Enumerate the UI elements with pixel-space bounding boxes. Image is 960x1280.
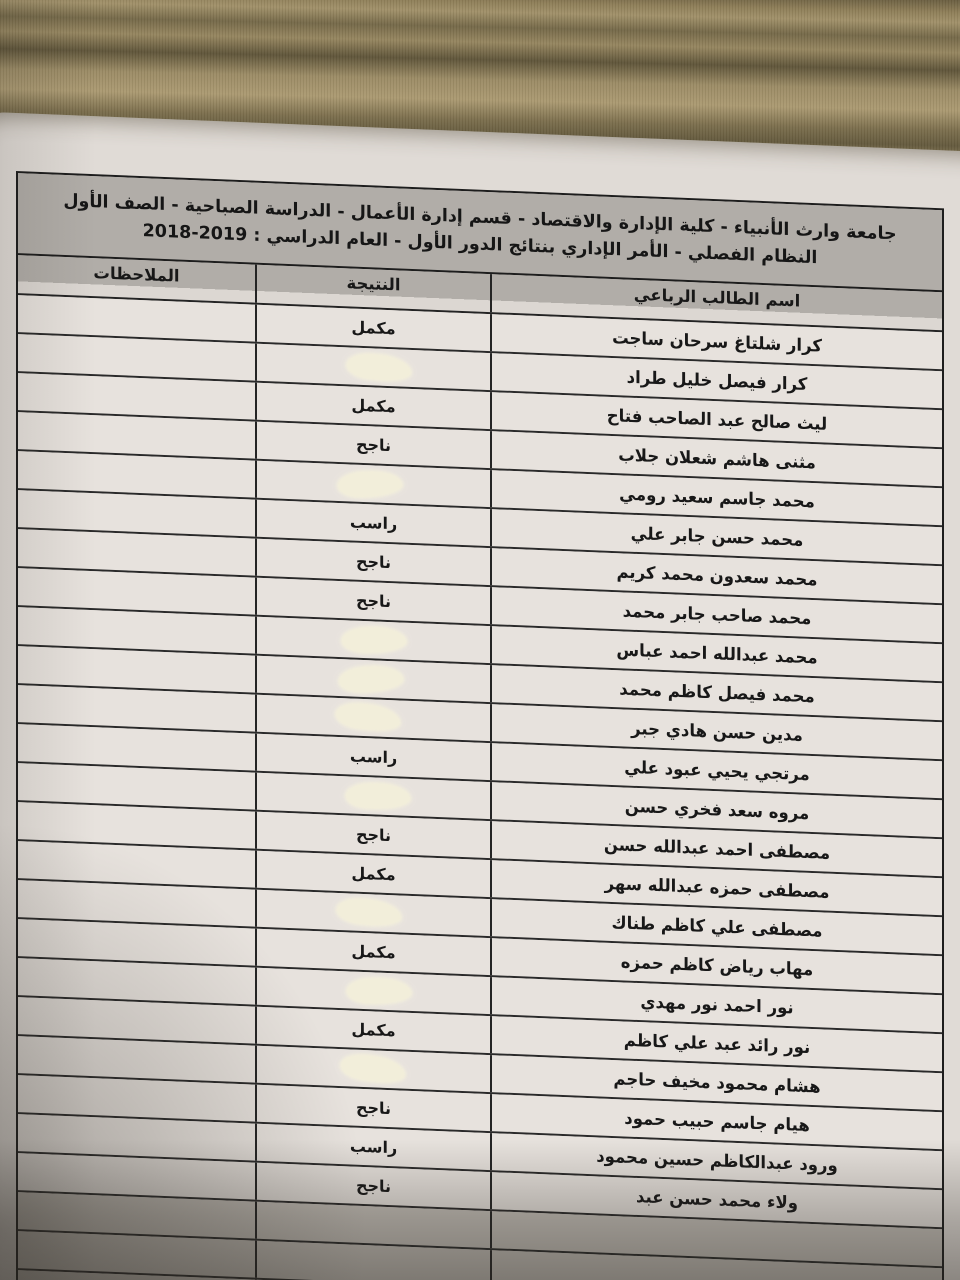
student-name: ولاء محمد حسن عبد (636, 1186, 798, 1213)
paper-sheet: جامعة وارث الأنبياء - كلية الإدارة والاق… (0, 112, 960, 1280)
student-name: ليث صالح عبد الصاحب فتاح (606, 405, 828, 435)
result-text: مكمل (351, 941, 396, 963)
table-body: مكمل كرار شلتاغ سرحان ساجت كرار فيصل خلي… (18, 295, 942, 1280)
student-name: مثنى هاشم شعلان جلاب (618, 444, 816, 473)
student-name: نور احمد نور مهدي (640, 991, 794, 1018)
student-name: محمد صاحب جابر محمد (622, 601, 812, 629)
student-name: محمد فيصل كاظم محمد (619, 678, 815, 707)
student-name: مدين حسن هادي جبر (631, 718, 803, 746)
student-name: مروه سعد فخري حسن (624, 796, 810, 824)
whiteout-mark (344, 781, 411, 811)
student-name: مصطفى احمد عبدالله حسن (603, 834, 831, 864)
student-name: محمد عبدالله احمد عباس (616, 639, 818, 668)
result-text: مكمل (351, 317, 396, 339)
student-name: كرار فيصل خليل طراد (626, 367, 808, 395)
result-text: مكمل (351, 1019, 396, 1041)
student-name: محمد حسن جابر علي (630, 523, 804, 551)
whiteout-mark (338, 1050, 407, 1087)
result-text: راسب (349, 512, 398, 534)
student-name: محمد سعدون محمد كريم (616, 561, 818, 590)
result-text: راسب (349, 1136, 398, 1158)
whiteout-mark (335, 469, 404, 500)
column-header-notes: الملاحظات (93, 262, 180, 286)
whiteout-mark (345, 977, 412, 1005)
result-text: راسب (349, 746, 398, 768)
result-text: ناجح (355, 1175, 392, 1197)
whiteout-mark (336, 663, 405, 695)
result-text: ناجح (355, 434, 392, 456)
student-name: كرار شلتاغ سرحان ساجت (612, 327, 822, 356)
result-text: ناجح (355, 824, 392, 846)
whiteout-mark (339, 625, 408, 654)
result-text: مكمل (351, 863, 396, 885)
column-header-result: النتيجة (255, 264, 492, 313)
student-name: هشام محمود مخيف حاجم (613, 1068, 821, 1097)
results-table: جامعة وارث الأنبياء - كلية الإدارة والاق… (16, 171, 944, 1280)
student-name: مرتجي يحيي عبود علي (624, 757, 810, 785)
student-name: مصطفى حمزه عبدالله سهر (604, 873, 830, 903)
student-name: مهاب رياض كاظم حمزه (620, 951, 814, 980)
student-name: ورود عبدالكاظم حسين محمود (596, 1145, 838, 1176)
result-text: ناجح (355, 590, 392, 612)
result-text: مكمل (351, 395, 396, 417)
result-text: ناجح (355, 1097, 392, 1119)
whiteout-mark (334, 895, 403, 930)
student-name: هيام جاسم حبيب حمود (624, 1108, 810, 1136)
student-name: محمد جاسم سعيد رومي (619, 483, 815, 512)
whiteout-mark (344, 350, 413, 385)
whiteout-mark (333, 699, 402, 735)
student-name: نور رائد عبد علي كاظم (623, 1030, 811, 1058)
result-text: ناجح (355, 551, 392, 573)
student-name: مصطفى علي كاظم طناك (611, 912, 823, 941)
